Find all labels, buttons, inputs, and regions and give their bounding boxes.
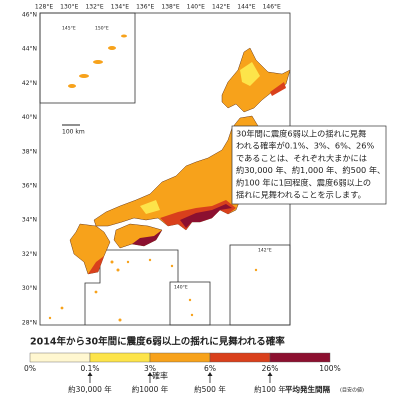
note-box bbox=[231, 125, 387, 205]
inset-box bbox=[39, 12, 136, 104]
inset-label: 140°E bbox=[174, 285, 188, 291]
lat-label: 28°N bbox=[22, 319, 37, 326]
lat-label: 32°N bbox=[22, 251, 37, 258]
high-zone bbox=[88, 256, 104, 274]
scale-label: 100 km bbox=[62, 129, 85, 136]
inset-label: 142°E bbox=[258, 248, 272, 254]
note-line: であることは、それぞれ大まかには bbox=[236, 153, 367, 163]
inset-box bbox=[229, 244, 291, 326]
lat-label: 34°N bbox=[22, 217, 37, 224]
arrow-head bbox=[267, 372, 273, 376]
lon-label: 132°E bbox=[85, 4, 103, 11]
lon-label: 128°E bbox=[35, 4, 53, 11]
lat-label: 40°N bbox=[22, 114, 37, 121]
note-line: 約30,000 年、約1,000 年、約500 年、 bbox=[236, 165, 385, 175]
note-line: 30年間に震度6弱以上の揺れに見舞 bbox=[236, 129, 366, 139]
kyushu bbox=[69, 223, 111, 275]
axis-label: 確率 bbox=[152, 371, 168, 381]
interval-label: 約500 年 bbox=[194, 384, 226, 394]
tick-label: 100% bbox=[319, 364, 340, 373]
note-line: 揺れに見舞われることを示します。 bbox=[236, 190, 366, 200]
color-band bbox=[149, 352, 211, 363]
very-high-zone bbox=[132, 230, 162, 246]
lon-label: 136°E bbox=[136, 4, 154, 11]
color-band bbox=[269, 352, 331, 363]
kuril-islands bbox=[68, 34, 127, 88]
lat-label: 30°N bbox=[22, 285, 37, 292]
interval-title: 平均発生間隔 bbox=[285, 384, 330, 394]
lon-label: 138°E bbox=[161, 4, 179, 11]
arrow-head bbox=[87, 372, 93, 376]
arrow-head bbox=[207, 372, 213, 376]
tick-label: 0% bbox=[24, 364, 36, 373]
lon-label: 140°E bbox=[187, 4, 205, 11]
lat-label: 44°N bbox=[22, 46, 37, 53]
color-band bbox=[209, 352, 271, 363]
low-zone bbox=[240, 62, 260, 86]
legend-title: 2014年から30年間に震度6弱以上の揺れに見舞われる確率 bbox=[30, 336, 285, 348]
tick-label: 3% bbox=[144, 364, 156, 373]
interval-label: 約1000 年 bbox=[132, 384, 169, 394]
lon-label: 134°E bbox=[111, 4, 129, 11]
lon-label: 142°E bbox=[212, 4, 230, 11]
inset-box bbox=[169, 281, 211, 326]
tick-label: 6% bbox=[204, 364, 216, 373]
interval-label: 約100 年 bbox=[254, 384, 286, 394]
very-high-zone bbox=[180, 204, 232, 228]
southern-islands bbox=[48, 258, 258, 322]
interval-note: (目安の値) bbox=[340, 387, 364, 394]
interval-label: 約30,000 年 bbox=[68, 384, 112, 394]
inset-label: 145°E bbox=[62, 26, 76, 32]
lat-label: 46°N bbox=[22, 12, 37, 19]
lon-label: 144°E bbox=[237, 4, 255, 11]
color-band bbox=[89, 352, 151, 363]
lon-label: 146°E bbox=[263, 4, 281, 11]
inset-label: 150°E bbox=[95, 26, 109, 32]
lon-label: 130°E bbox=[60, 4, 78, 11]
high-zone bbox=[270, 82, 286, 96]
color-band bbox=[29, 352, 91, 363]
note-line: 約100 年に1回程度、震度6弱以上の bbox=[236, 177, 371, 187]
arrow-head bbox=[147, 372, 153, 376]
lat-label: 36°N bbox=[22, 183, 37, 190]
tick-label: 0.1% bbox=[80, 364, 99, 373]
tick-label: 26% bbox=[262, 364, 279, 373]
lat-label: 38°N bbox=[22, 148, 37, 155]
note-line: われる確率が0.1%、3%、6%、26% bbox=[236, 141, 374, 151]
low-zone bbox=[140, 200, 160, 214]
lat-label: 42°N bbox=[22, 80, 37, 87]
